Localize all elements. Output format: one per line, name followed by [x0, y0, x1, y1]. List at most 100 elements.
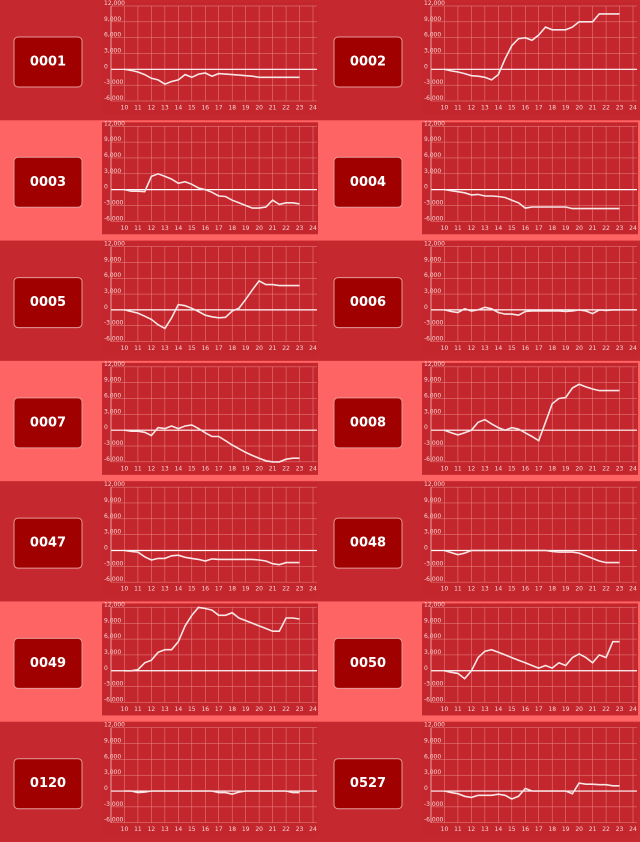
- button[interactable]: [333, 36, 403, 88]
- x-tick-label: 11: [454, 105, 462, 112]
- x-tick-label: 19: [242, 586, 250, 593]
- chart-background: [422, 362, 638, 475]
- y-tick-label: -3,000: [104, 801, 124, 808]
- x-tick-label: 22: [282, 465, 290, 472]
- y-tick-label: 6,000: [424, 393, 441, 400]
- y-tick-label: 3,000: [424, 769, 441, 776]
- x-tick-label: 11: [454, 586, 462, 593]
- x-tick-label: 20: [255, 706, 263, 713]
- button[interactable]: [13, 156, 83, 208]
- x-tick-label: 11: [134, 345, 142, 352]
- y-tick-label: -6,000: [104, 215, 124, 222]
- x-tick-label: 24: [309, 706, 317, 713]
- data-line: [444, 640, 620, 680]
- button-label[interactable]: 0005: [30, 295, 66, 310]
- x-tick-label: 13: [161, 586, 169, 593]
- x-tick-label: 16: [521, 225, 529, 232]
- x-tick-label: 15: [508, 105, 516, 112]
- x-tick-label: 17: [535, 225, 543, 232]
- x-tick-label: 18: [228, 105, 236, 112]
- button[interactable]: [333, 758, 403, 810]
- button[interactable]: [333, 517, 403, 569]
- button-label[interactable]: 0049: [30, 656, 66, 671]
- y-tick-label: -3,000: [104, 440, 124, 447]
- x-tick-label: 22: [282, 706, 290, 713]
- y-tick-label: -3,000: [424, 801, 444, 808]
- x-tick-label: 15: [188, 225, 196, 232]
- x-tick-label: 18: [228, 345, 236, 352]
- data-line: [124, 549, 300, 566]
- x-tick-label: 20: [255, 586, 263, 593]
- y-tick-label: 12,000: [424, 481, 445, 488]
- button[interactable]: [13, 36, 83, 88]
- button-label[interactable]: 0003: [30, 175, 66, 190]
- x-tick-label: 15: [188, 706, 196, 713]
- y-tick-label: 3,000: [104, 288, 121, 295]
- x-tick-label: 12: [148, 105, 156, 112]
- button-label[interactable]: 0002: [350, 55, 386, 70]
- x-tick-label: 24: [309, 225, 317, 232]
- button[interactable]: [13, 758, 83, 810]
- x-tick-label: 19: [242, 225, 250, 232]
- x-tick-label: 12: [148, 465, 156, 472]
- x-tick-label: 20: [575, 586, 583, 593]
- x-tick-label: 24: [629, 706, 637, 713]
- y-tick-label: 0: [424, 785, 428, 792]
- button-label[interactable]: 0001: [30, 55, 66, 70]
- x-tick-label: 19: [562, 105, 570, 112]
- button[interactable]: [333, 637, 403, 689]
- x-tick-label: 12: [468, 706, 476, 713]
- x-tick-label: 17: [215, 586, 223, 593]
- y-tick-label: 9,000: [424, 617, 441, 624]
- x-tick-label: 21: [589, 465, 597, 472]
- x-tick-label: 22: [282, 225, 290, 232]
- button-label[interactable]: 0006: [350, 295, 386, 310]
- x-tick-label: 18: [548, 345, 556, 352]
- x-tick-label: 15: [188, 826, 196, 833]
- button[interactable]: [13, 397, 83, 449]
- x-tick-label: 10: [441, 225, 449, 232]
- x-tick-label: 18: [548, 225, 556, 232]
- y-tick-label: 12,000: [104, 722, 125, 729]
- button-label[interactable]: 0047: [30, 536, 66, 551]
- x-tick-label: 14: [175, 225, 183, 232]
- button[interactable]: [333, 156, 403, 208]
- x-tick-label: 16: [521, 586, 529, 593]
- x-tick-label: 23: [616, 465, 624, 472]
- x-tick-label: 12: [468, 105, 476, 112]
- x-tick-label: 16: [201, 225, 209, 232]
- x-tick-label: 20: [255, 465, 263, 472]
- x-tick-label: 17: [535, 586, 543, 593]
- button-label[interactable]: 0008: [350, 415, 386, 430]
- button-label[interactable]: 0527: [350, 776, 386, 791]
- x-tick-label: 21: [589, 105, 597, 112]
- data-line: [444, 782, 620, 800]
- x-tick-label: 22: [602, 826, 610, 833]
- button[interactable]: [13, 277, 83, 329]
- x-tick-label: 19: [242, 465, 250, 472]
- x-tick-label: 13: [481, 586, 489, 593]
- button-label[interactable]: 0050: [350, 656, 386, 671]
- y-tick-label: -6,000: [104, 576, 124, 583]
- data-line: [124, 606, 300, 672]
- button-label[interactable]: 0120: [30, 776, 66, 791]
- button[interactable]: [13, 637, 83, 689]
- x-tick-label: 24: [309, 345, 317, 352]
- y-tick-label: -6,000: [104, 95, 124, 102]
- button[interactable]: [333, 277, 403, 329]
- x-tick-label: 12: [468, 826, 476, 833]
- x-tick-label: 22: [282, 345, 290, 352]
- chart-background: [422, 603, 638, 716]
- button-label[interactable]: 0004: [350, 175, 386, 190]
- x-tick-label: 10: [441, 826, 449, 833]
- x-tick-label: 19: [562, 225, 570, 232]
- y-tick-label: 9,000: [104, 256, 121, 263]
- y-tick-label: -6,000: [104, 456, 124, 463]
- x-tick-label: 18: [228, 826, 236, 833]
- button[interactable]: [333, 397, 403, 449]
- button-label[interactable]: 0048: [350, 536, 386, 551]
- x-tick-label: 16: [201, 826, 209, 833]
- button-label[interactable]: 0007: [30, 415, 66, 430]
- button[interactable]: [13, 517, 83, 569]
